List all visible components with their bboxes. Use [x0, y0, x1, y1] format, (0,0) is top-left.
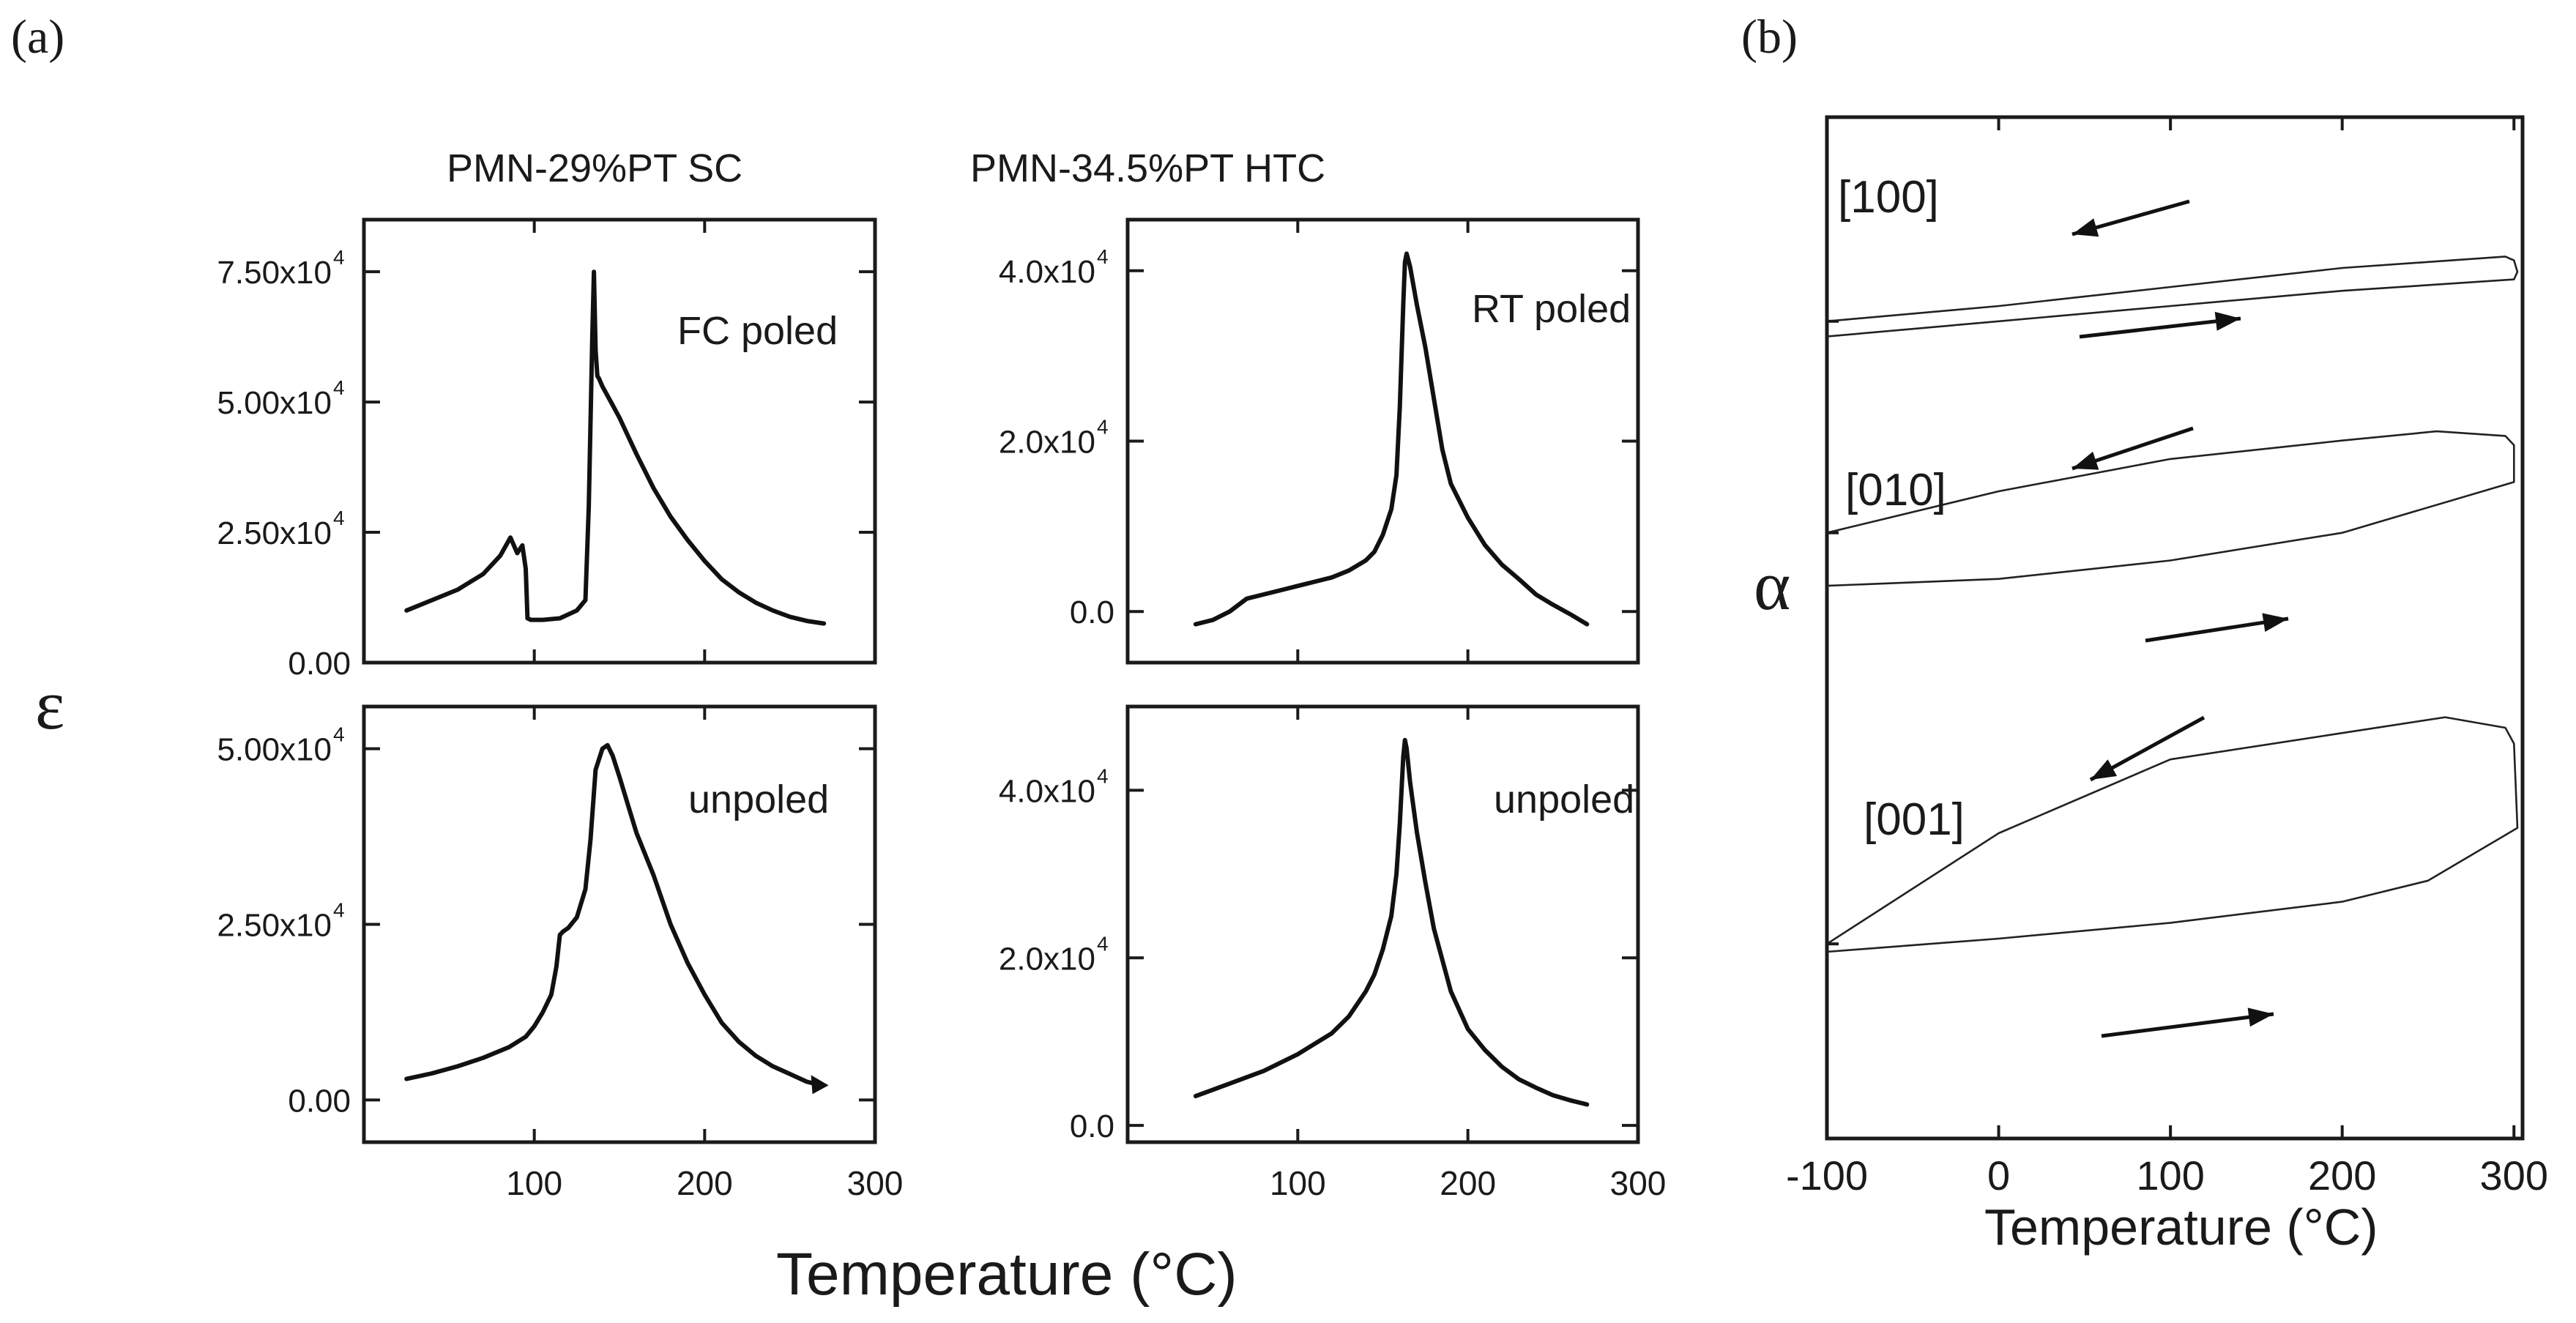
column-title-34pt: PMN-34.5%PT HTC	[970, 146, 1325, 190]
y-tick-exponent: 4	[333, 376, 345, 399]
x-tick-label: 200	[677, 1164, 733, 1202]
chart-panel-a2: 0.02.0x10 44.0x10 4RT poled	[999, 217, 1640, 665]
data-series-line	[404, 269, 827, 626]
plot-frame	[362, 217, 877, 665]
arrowhead	[2091, 759, 2118, 780]
y-tick-label: 0.00	[288, 1083, 351, 1119]
panel-label-b: (b)	[1741, 10, 1798, 64]
condition-annotation: unpoled	[688, 778, 829, 821]
x-tick-label: 100	[2136, 1152, 2204, 1199]
y-tick-exponent: 4	[1097, 932, 1109, 955]
x-tick-label: 300	[847, 1164, 904, 1202]
y-tick-label: 4.0x10	[999, 773, 1095, 809]
panel-label-a: (a)	[11, 10, 64, 64]
data-series-line	[404, 742, 818, 1087]
x-tick-label: 100	[506, 1164, 562, 1202]
heating-cooling-arrow	[2101, 1012, 2274, 1038]
x-axis-label-b: Temperature (°C)	[1984, 1199, 2378, 1256]
chart-panel-a1: 0.002.50x10 45.00x10 47.50x10 4FC poled	[217, 217, 877, 682]
y-tick-label: 0.0	[1070, 595, 1114, 630]
condition-annotation: RT poled	[1472, 287, 1631, 331]
y-tick-label: 5.00x10	[217, 385, 332, 421]
y-tick-exponent: 4	[333, 507, 345, 529]
crystal-direction-label: [001]	[1864, 794, 1965, 845]
arrowhead	[2247, 1007, 2274, 1027]
x-tick-label: 200	[2308, 1152, 2376, 1199]
y-tick-label: 2.0x10	[999, 425, 1095, 461]
y-tick-label: 4.0x10	[999, 254, 1095, 290]
heating-cooling-arrow	[2079, 316, 2241, 339]
plot-frame	[1125, 217, 1640, 665]
arrowhead	[2262, 613, 2288, 633]
plot-frame	[1125, 704, 1640, 1144]
y-tick-label: 0.0	[1070, 1108, 1114, 1144]
x-tick-label: 300	[2480, 1152, 2548, 1199]
alpha-axis-label: α	[1754, 546, 1790, 625]
hysteresis-loop-2	[1826, 430, 2515, 587]
condition-annotation: unpoled	[1494, 778, 1634, 821]
y-tick-label: 2.0x10	[999, 941, 1095, 977]
x-axis-label-a: Temperature (°C)	[776, 1241, 1237, 1308]
condition-annotation: FC poled	[677, 309, 838, 353]
y-tick-label: 2.50x10	[217, 515, 332, 551]
x-tick-label: 300	[1610, 1164, 1667, 1202]
crystal-direction-label: [100]	[1838, 172, 1939, 223]
y-tick-label: 0.00	[288, 646, 351, 682]
hysteresis-loop-1	[1826, 256, 2519, 338]
y-tick-exponent: 4	[1097, 764, 1109, 787]
column-title-29pt: PMN-29%PT SC	[447, 146, 742, 190]
x-tick-label: -100	[1786, 1152, 1868, 1199]
data-series-line	[1193, 251, 1590, 627]
y-tick-label: 2.50x10	[217, 908, 332, 944]
x-tick-label: 200	[1440, 1164, 1496, 1202]
y-tick-exponent: 4	[1097, 245, 1109, 268]
y-tick-exponent: 4	[1097, 416, 1109, 439]
chart-panel-b: -100 0 100 200 300 [100] [010] [001]	[1786, 115, 2548, 1199]
curve-end-arrow	[811, 1075, 829, 1095]
epsilon-axis-label: ε	[35, 666, 64, 744]
y-tick-exponent: 4	[333, 246, 345, 269]
y-tick-exponent: 4	[333, 899, 345, 922]
arrowhead	[2072, 218, 2099, 237]
arrowhead	[2214, 311, 2241, 331]
x-tick-label: 100	[1270, 1164, 1326, 1202]
y-tick-exponent: 4	[333, 723, 345, 746]
data-series-line	[1193, 737, 1590, 1107]
y-tick-label: 5.00x10	[217, 732, 332, 768]
y-tick-label: 7.50x10	[217, 255, 332, 291]
x-tick-label: 0	[1987, 1152, 2010, 1199]
plot-frame	[1825, 115, 2525, 1141]
hysteresis-loop-3	[1826, 716, 2519, 953]
arrowhead	[2072, 451, 2099, 470]
crystal-direction-label: [010]	[1845, 465, 1946, 515]
